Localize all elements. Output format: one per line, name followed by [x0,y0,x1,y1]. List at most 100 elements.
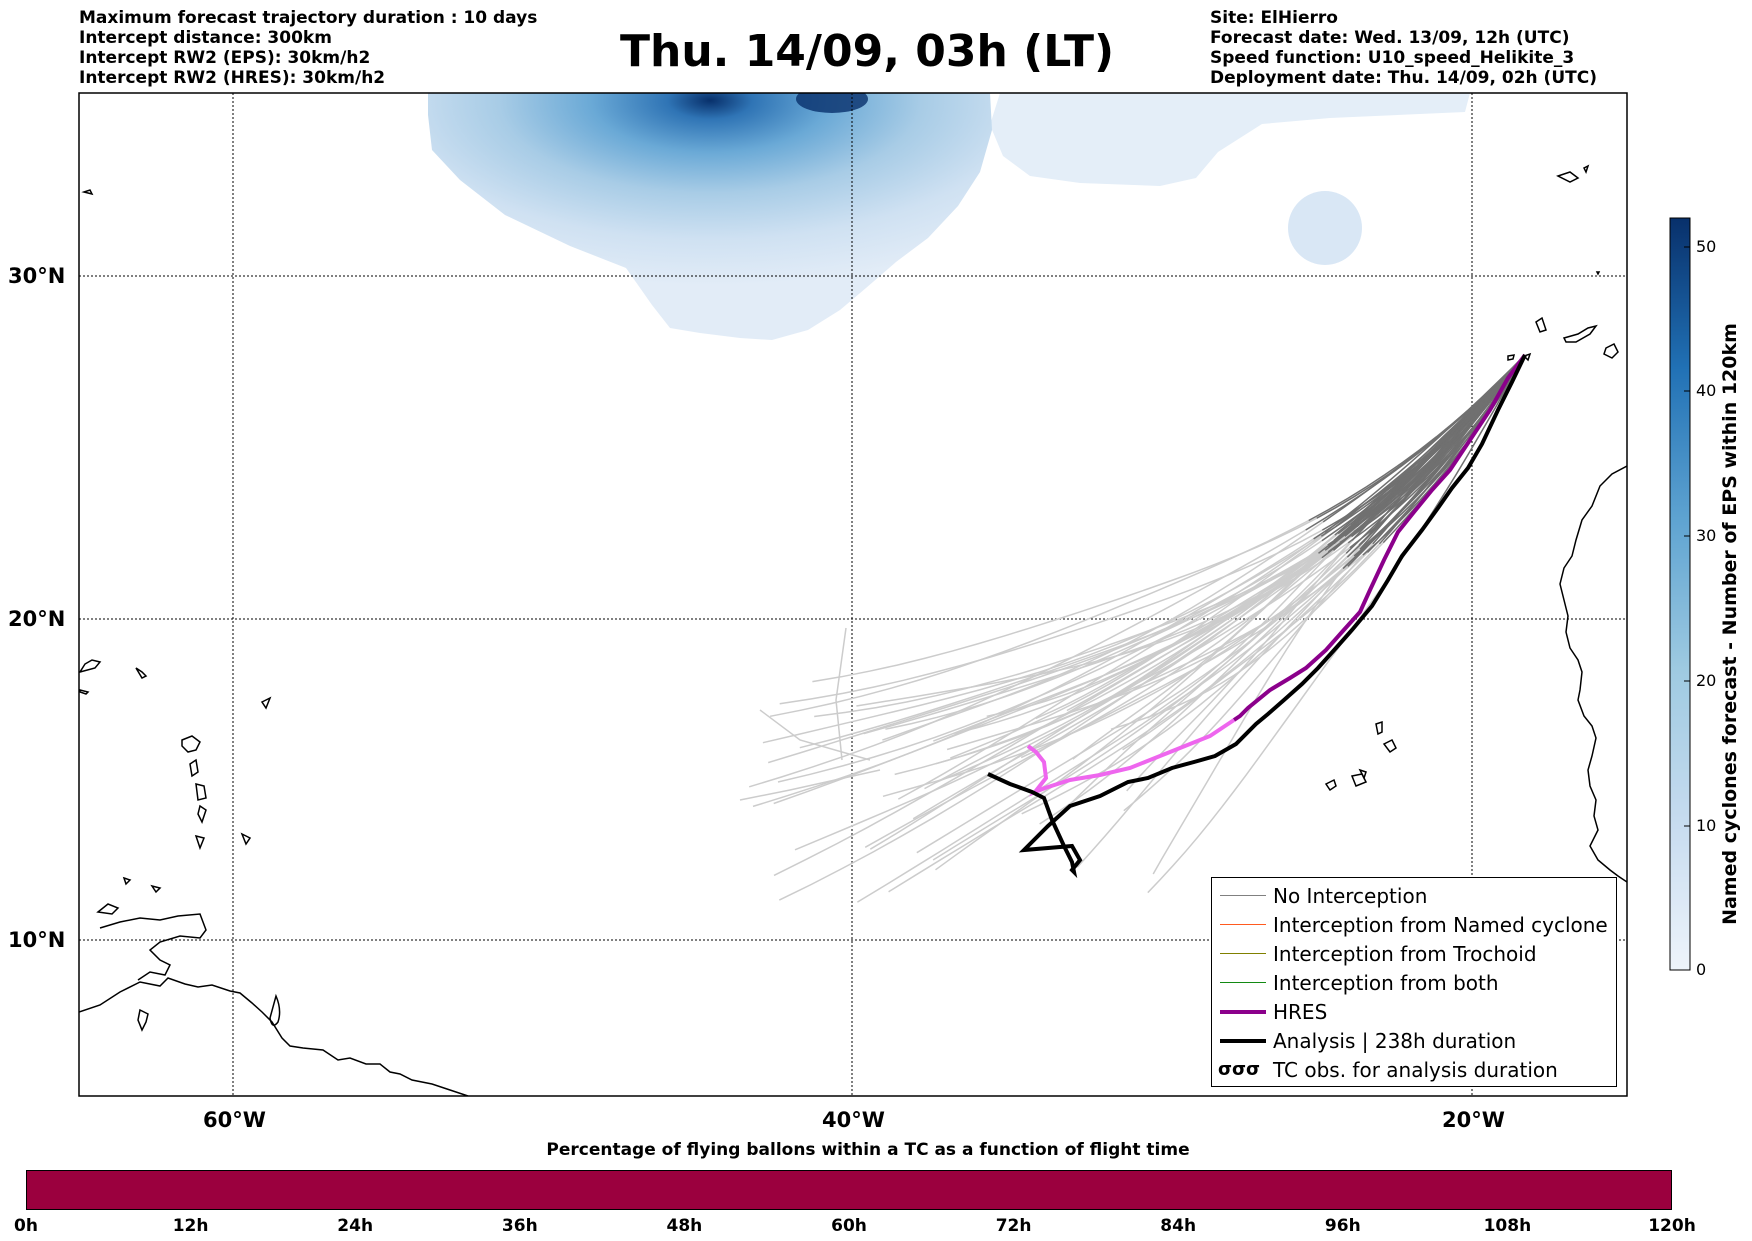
eps-trajectory-late [759,709,871,761]
legend-item-no-interception: No Interception [1212,884,1616,908]
eps-trajectory-early [1324,354,1526,533]
colorbar-tick-0: 0 [1696,960,1707,979]
eps-trajectory-late [777,544,1329,783]
legend-item-both: Interception from both [1212,971,1616,995]
eps-trajectory-late [769,519,1310,718]
eps-trajectory-late [863,541,1343,735]
balloon-bar-tick-120h: 120h [1648,1216,1696,1236]
eps-trajectory-early [1321,354,1526,531]
header-intercept-distance: Intercept distance: 300km [79,28,332,48]
eps-trajectory-late [916,556,1348,854]
header-intercept-eps: Intercept RW2 (EPS): 30km/h2 [79,48,371,68]
lon-label-40w: 40°W [822,1108,885,1132]
colorbar-bar [1669,217,1691,971]
legend-item-trochoid: Interception from Trochoid [1212,942,1616,966]
colorbar-tick-50: 50 [1696,237,1717,256]
legend-swatch [1220,953,1266,954]
eps-trajectory-late [1066,525,1358,712]
eps-trajectory-late [950,525,1337,759]
legend-label: Analysis | 238h duration [1273,1029,1517,1053]
legend-label: TC obs. for analysis duration [1273,1058,1558,1082]
header-intercept-hres: Intercept RW2 (HRES): 30km/h2 [79,68,386,88]
eps-trajectory-early [1313,354,1526,540]
eps-trajectory-late [773,552,1319,877]
balloon-bar-tick-96h: 96h [1324,1216,1361,1236]
map-title: Thu. 14/09, 03h (LT) [620,26,1115,77]
eps-trajectory-early [1316,354,1526,519]
eps-trajectory-late [739,769,881,801]
eps-trajectory-late [932,552,1347,861]
legend-label: HRES [1273,1000,1328,1024]
eps-trajectory-late [1110,542,1384,730]
lon-label-20w: 20°W [1442,1108,1505,1132]
eps-trajectory-early [1320,354,1526,537]
eps-trajectory-late [882,521,1324,741]
colorbar-tick-10: 10 [1696,816,1717,835]
hres-trajectory [1232,353,1527,722]
balloon-bar-tick-84h: 84h [1160,1216,1197,1236]
eps-trajectory-late [767,540,1323,764]
eps-trajectory-late [1021,551,1369,815]
analysis-trajectory [987,354,1527,879]
header-speed-function: Speed function: U10_speed_Helikite_3 [1210,48,1575,68]
balloon-bar-tick-60h: 60h [831,1216,867,1236]
legend-label: Interception from both [1273,971,1499,995]
eps-trajectory-late [835,627,847,761]
eps-trajectory-late [752,538,1315,808]
balloon-bar-tick-72h: 72h [995,1216,1032,1236]
lat-label-30n: 30°N [8,264,66,288]
legend-item-analysis: Analysis | 238h duration [1212,1029,1616,1053]
legend: No Interception Interception from Named … [1211,877,1617,1087]
header-max-duration: Maximum forecast trajectory duration : 1… [79,8,538,28]
eps-trajectory-late [935,554,1364,765]
hres-trajectory-late [1026,718,1236,797]
legend-label: Interception from Trochoid [1273,942,1537,966]
eps-trajectory-late [857,568,1344,903]
eps-trajectory-late [856,542,1349,707]
header-forecast-date: Forecast date: Wed. 13/09, 12h (UTC) [1210,28,1570,48]
eps-trajectory-early [1308,354,1526,522]
map-frame [78,92,1628,1097]
balloon-bar-tick-36h: 36h [501,1216,538,1236]
legend-swatch [1220,924,1266,925]
colorbar-tick-20: 20 [1696,671,1717,690]
legend-swatch [1220,982,1266,983]
legend-label: No Interception [1273,884,1428,908]
eps-trajectory-late [924,534,1336,790]
balloon-bar-title: Percentage of flying ballons within a TC… [546,1140,1190,1160]
balloon-bar-tick-0h: 0h [14,1216,38,1236]
lat-label-10n: 10°N [8,928,66,952]
balloon-bar-tick-12h: 12h [172,1216,209,1236]
cyclone-density-field [428,93,1470,340]
legend-item-tc-obs: σσσ TC obs. for analysis duration [1212,1058,1616,1082]
eps-trajectory-early [1327,354,1526,548]
header-site: Site: ElHierro [1210,8,1338,28]
lat-label-20n: 20°N [8,607,66,631]
legend-item-hres: HRES [1212,1000,1616,1024]
eps-trajectory-late [897,531,1326,800]
eps-trajectory-late [779,529,1323,705]
legend-swatch [1220,1039,1266,1043]
legend-swatch [1220,895,1266,896]
coastlines [79,164,1627,1096]
colorbar-tick-40: 40 [1696,381,1717,400]
balloon-bar [26,1170,1672,1210]
eps-trajectory-late [1122,543,1380,751]
eps-trajectory-late [748,529,1307,788]
legend-item-named-cyclone: Interception from Named cyclone [1212,913,1616,937]
balloon-bar-tick-48h: 48h [666,1216,703,1236]
header-deployment-date: Deployment date: Thu. 14/09, 02h (UTC) [1210,68,1597,88]
colorbar-title: Named cyclones forecast - Number of EPS … [1719,323,1741,925]
legend-label: Interception from Named cyclone [1273,913,1608,937]
legend-swatch [1220,1010,1266,1014]
eps-trajectory-late [778,557,1323,901]
eps-trajectory-late [1020,546,1367,759]
eps-trajectory-late [869,545,1329,850]
eps-trajectory-late [888,565,1349,893]
colorbar-tick-30: 30 [1696,526,1717,545]
balloon-bar-tick-108h: 108h [1483,1216,1532,1236]
colorbar-ticks [1684,246,1690,971]
balloon-bar-tick-24h: 24h [337,1216,374,1236]
tc-obs-symbol-icon: σσσ [1218,1059,1261,1080]
